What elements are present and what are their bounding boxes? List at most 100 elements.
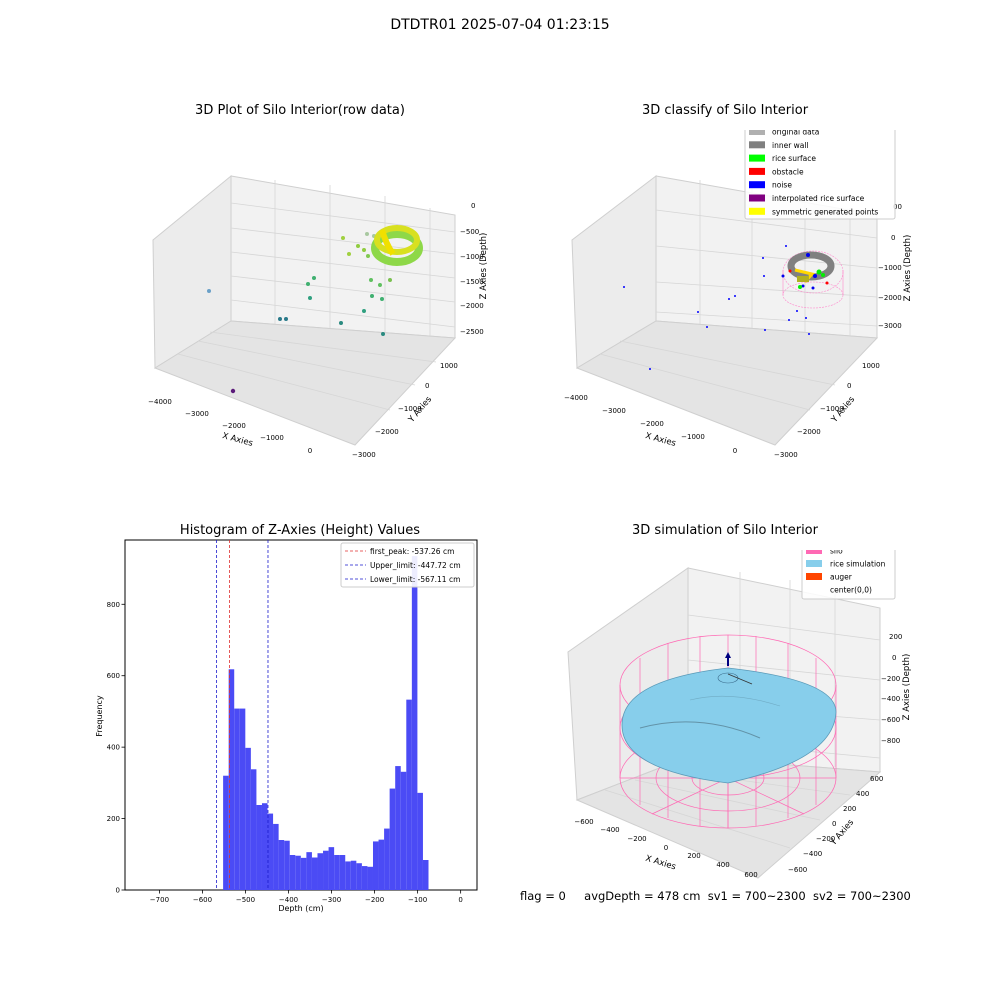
histogram-bar (422, 860, 429, 890)
classify-silo-cluster (781, 250, 844, 309)
classify-z-label: Z Axies (Depth) (903, 235, 913, 302)
svg-text:−3000: −3000 (774, 451, 798, 459)
svg-text:−200: −200 (881, 675, 900, 683)
raw-plot-title: 3D Plot of Silo Interior(row data) (195, 103, 405, 118)
classify-3d-plot: −4000 −3000 −2000 −1000 0 1000 0 −1000 −… (564, 130, 913, 459)
svg-text:0: 0 (892, 654, 896, 662)
status-flag: flag = 0 (520, 889, 566, 903)
histogram-bar (267, 813, 274, 890)
histogram-bar (273, 823, 279, 890)
svg-text:−600: −600 (881, 716, 900, 724)
raw-z-label: Z Axies (Depth) (479, 233, 489, 300)
svg-text:−2000: −2000 (878, 294, 902, 302)
histogram-x-tick-label: −100 (408, 896, 427, 904)
histogram-reference-lines (216, 540, 269, 890)
svg-text:−2000: −2000 (375, 428, 399, 436)
classify-gridlines (599, 180, 878, 411)
classify-x-label: X Axies (644, 431, 677, 449)
histogram-bar (306, 852, 312, 890)
status-sv2: sv2 = 700~2300 (812, 889, 911, 903)
histogram-x-tick-label: −600 (193, 896, 212, 904)
histogram-legend-label: first_peak: -537.26 cm (370, 547, 454, 556)
simulation-legend-label: auger (830, 573, 853, 582)
simulation-legend-label: silo (830, 550, 843, 556)
svg-text:200: 200 (843, 805, 856, 813)
histogram-bar (361, 866, 368, 890)
rice-simulation-surface (621, 667, 837, 784)
svg-text:−800: −800 (881, 737, 900, 745)
classify-z-ticks: 0 −1000 −2000 −3000 00 (878, 203, 902, 330)
classify-legend-label: rice surface (772, 154, 816, 163)
histogram-x-tick-label: −500 (236, 896, 255, 904)
svg-text:1000: 1000 (862, 362, 880, 370)
svg-text:−3000: −3000 (602, 407, 626, 415)
classify-plot-title: 3D classify of Silo Interior (641, 103, 809, 118)
histogram-bar (372, 841, 379, 890)
histogram-bar (378, 839, 385, 890)
svg-text:0: 0 (891, 234, 895, 242)
svg-text:0: 0 (664, 844, 668, 852)
classify-legend-swatch (749, 130, 765, 135)
classify-legend-label: interpolated rice surface (772, 194, 865, 203)
simulation-legend-swatch (806, 573, 822, 580)
histogram-y-tick-label: 200 (107, 815, 120, 823)
histogram-bar (389, 788, 396, 890)
histogram-bar (356, 863, 362, 890)
raw-x-ticks: −4000 −3000 −2000 −1000 0 (148, 398, 312, 455)
classify-x-ticks: −4000 −3000 −2000 −1000 0 (564, 394, 737, 455)
histogram-x-ticks: −700 −600 −500 −400 −300 −200 −100 0 (150, 890, 463, 904)
simulation-legend-label: center(0,0) (830, 586, 872, 595)
histogram-axes (124, 539, 478, 891)
histogram-bar (339, 855, 346, 890)
classify-legend-swatch (749, 194, 765, 202)
simulation-z-ticks: 200 0 −200 −400 −600 −800 (881, 633, 902, 745)
raw-pane-floor (153, 320, 457, 446)
svg-text:0: 0 (733, 447, 737, 455)
simulation-legend: silo rice simulation auger center(0,0) (801, 550, 896, 600)
svg-text:−600: −600 (574, 818, 593, 826)
svg-text:−1000: −1000 (681, 433, 705, 441)
figure-title: DTDTR01 2025-07-04 01:23:15 (390, 17, 610, 33)
svg-text:−2500: −2500 (460, 328, 484, 336)
svg-text:−4000: −4000 (148, 398, 172, 406)
histogram-bar (234, 708, 240, 890)
histogram-title: Histogram of Z-Axies (Height) Values (179, 523, 421, 538)
classify-pane-floor (575, 320, 879, 446)
svg-text:0: 0 (832, 820, 836, 828)
status-avg-depth: avgDepth = 478 cm (584, 889, 701, 903)
histogram-y-ticks: 0 200 400 600 800 (107, 601, 125, 895)
histogram-bar (250, 769, 257, 890)
simulation-y-ticks: 600 400 200 0 −200 −400 −600 (788, 775, 883, 874)
simulation-legend-swatch (806, 560, 822, 567)
svg-text:−2000: −2000 (222, 422, 246, 430)
histogram-bar (261, 803, 268, 890)
svg-text:−200: −200 (627, 835, 646, 843)
svg-text:−2000: −2000 (640, 420, 664, 428)
svg-text:−2000: −2000 (797, 428, 821, 436)
svg-text:−1500: −1500 (460, 278, 484, 286)
histogram-bar (395, 766, 401, 890)
svg-text:−600: −600 (788, 866, 807, 874)
classify-legend-label: obstacle (772, 167, 804, 176)
simulation-pane-floor (575, 756, 882, 879)
svg-text:−1000: −1000 (820, 405, 844, 413)
svg-text:200: 200 (687, 852, 700, 860)
svg-text:−1000: −1000 (878, 264, 902, 272)
histogram-bar (345, 861, 351, 890)
histogram-bar (245, 747, 251, 890)
classify-legend-label: original data (772, 130, 819, 137)
histogram-x-tick-label: −300 (322, 896, 341, 904)
svg-text:−200: −200 (816, 835, 835, 843)
simulation-plot-title: 3D simulation of Silo Interior (632, 523, 818, 538)
histogram-bar (400, 771, 407, 890)
status-sv1: sv1 = 700~2300 (707, 889, 806, 903)
svg-text:0: 0 (847, 382, 851, 390)
histogram-x-tick-label: 0 (458, 896, 462, 904)
svg-text:−2000: −2000 (460, 302, 484, 310)
svg-text:−400: −400 (600, 826, 619, 834)
histogram-bar (278, 840, 285, 890)
histogram-bar (295, 855, 301, 890)
histogram-bar (223, 775, 229, 890)
classify-legend-swatch (749, 141, 765, 149)
histogram-y-tick-label: 0 (116, 887, 120, 895)
